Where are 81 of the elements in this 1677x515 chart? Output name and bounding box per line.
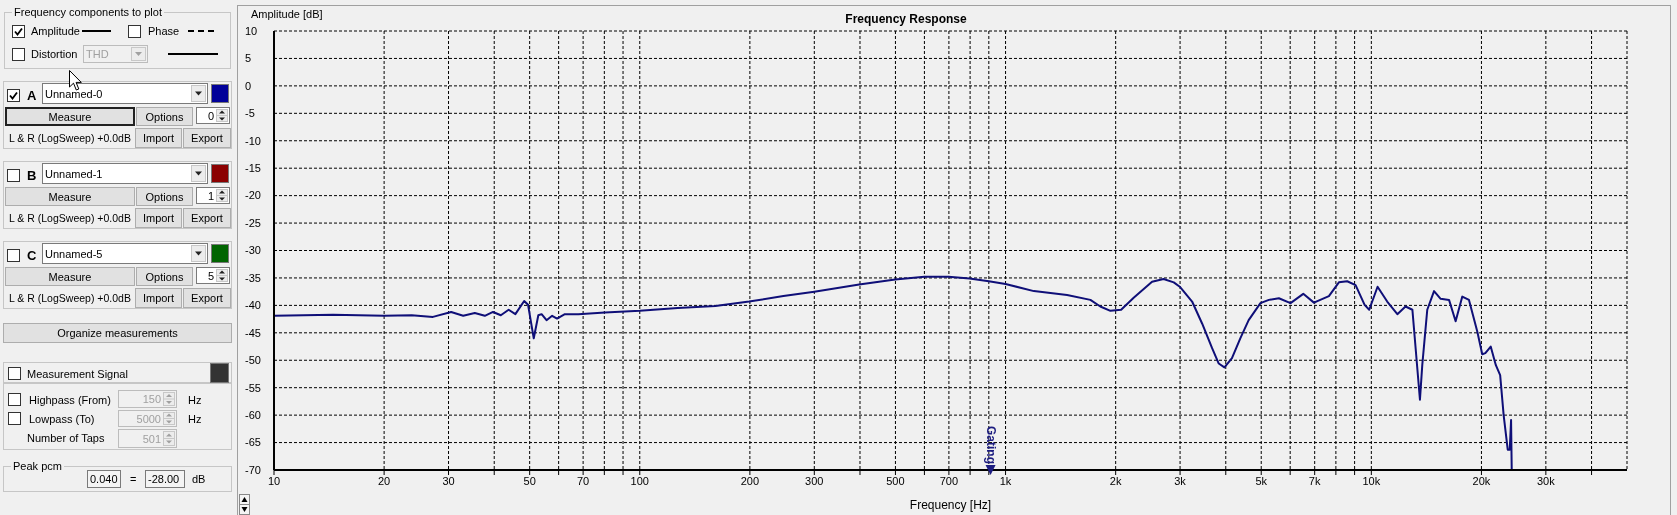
spin-field: 5000 [118,410,177,427]
spin-field: 0 [196,107,230,124]
button: Organize measurements [3,323,232,343]
button: Measure [5,107,135,126]
y-tick-label: -5 [245,107,255,120]
y-tick-label: -65 [245,436,261,449]
annotation: Gating [983,426,998,464]
text: Highpass (From) [29,393,111,407]
x-tick-label: 30k [1536,474,1556,487]
x-tick-label: 1k [999,474,1012,487]
text: L & R (LogSweep) +0.0dB [9,291,131,305]
x-tick-label: 500 [886,474,905,487]
y-tick-label: -60 [245,408,261,421]
text: C [27,248,37,263]
text: L & R (LogSweep) +0.0dB [9,131,131,145]
text: Measurement Signal [27,367,128,381]
y-tick-label: -45 [245,326,261,339]
x-tick-label: 300 [805,474,824,487]
y-tick-label: -10 [245,134,261,147]
button: Import [135,128,182,148]
y-tick-label: -55 [245,381,261,394]
text: B [27,168,37,183]
spin-field: 1 [196,187,230,204]
button: Measure [5,187,135,206]
button: Options [136,267,193,286]
y-tick-label: -25 [245,216,261,229]
chart-title: Frequency Response [845,12,967,26]
text: Phase [148,24,180,38]
text-field: -28.00 [145,470,185,488]
text: L & R (LogSweep) +0.0dB [9,211,131,225]
spin-field: 150 [118,390,177,408]
x-tick-label: 200 [740,474,760,487]
text: Distortion [31,47,78,61]
y-tick-label: -40 [245,299,261,312]
y-tick-label: -70 [245,463,261,476]
x-tick-label: 20 [377,474,391,487]
text: dB [192,472,206,486]
x-tick-label: 2k [1109,474,1122,487]
dropdown: Unnamed-5 [42,243,208,264]
x-tick-label: 10k [1362,474,1381,487]
x-tick-label: 7k [1308,474,1321,487]
y-tick-label: -50 [245,354,261,367]
button: Options [136,187,193,206]
x-tick-label: 3k [1174,474,1187,487]
spin-field: 501 [118,429,177,448]
button: Import [135,288,182,308]
x-tick-label: 30 [442,474,455,487]
x-tick-label: 5k [1255,474,1268,487]
button: Export [183,128,231,148]
text: Amplitude [31,24,80,38]
y-tick-label: 0 [245,79,252,92]
x-tick-label: 100 [630,474,649,487]
button: Options [136,107,193,126]
x-tick-label: 10 [267,474,281,487]
text: Lowpass (To) [29,412,95,426]
y-tick-label: -30 [245,244,261,257]
y-tick-label: -20 [245,189,261,202]
x-axis-title: Frequency [Hz] [909,498,992,512]
x-tick-label: 50 [523,474,536,487]
text: A [27,88,37,103]
spin-field: 5 [196,267,230,284]
y-tick-label: 10 [245,24,258,37]
y-tick-label: -35 [245,271,261,284]
x-tick-label: 700 [939,474,959,487]
dropdown: THD [83,45,148,63]
y-axis-title: Amplitude [dB] [251,7,323,21]
y-tick-label: 5 [245,52,252,65]
y-tick-label: -15 [245,162,261,175]
x-tick-label: 70 [576,474,590,487]
button: Import [135,208,182,228]
x-tick-label: 20k [1472,474,1491,487]
text: Hz [188,393,202,407]
text-field: 0.040 [87,470,121,488]
dropdown: Unnamed-1 [42,163,208,184]
text: Hz [188,412,202,426]
text: Number of Taps [27,431,105,445]
dropdown: Unnamed-0 [42,83,208,104]
button: Export [183,288,231,308]
text: = [130,472,137,486]
button: Export [183,208,231,228]
button: Measure [5,267,135,286]
